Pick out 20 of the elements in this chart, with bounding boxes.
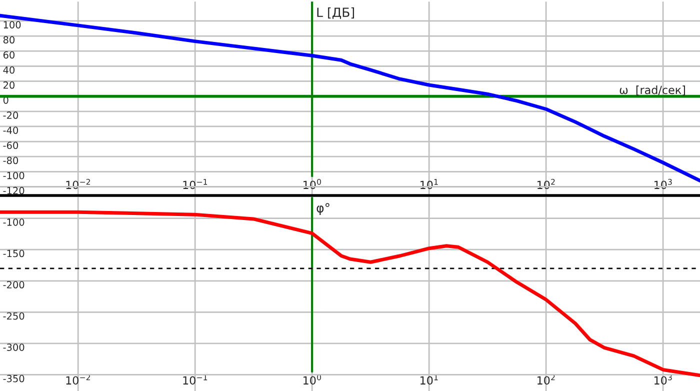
y-tick-label: 60 [3,51,15,59]
y-tick-label: -120 [3,186,24,194]
y-tick-label: -100 [3,172,24,180]
y-tick-label: -200 [3,281,24,288]
y-tick-label: -20 [3,112,18,119]
y-tick-label: 80 [3,36,15,44]
y-tick-label: 20 [3,81,15,89]
y-tick-label: -80 [3,156,18,164]
y-tick-label: -300 [3,344,24,351]
y-tick-label: -150 [3,250,24,258]
y-axis-title: L [ДБ] [317,7,354,19]
y-tick-label: 100 [4,21,21,28]
y-axis-title: φ° [316,203,330,215]
y-tick-label: -60 [3,142,18,150]
y-tick-label: -100 [3,218,24,226]
y-tick-label: -350 [3,374,24,382]
x-axis-title: ω [rad/сек] [620,86,685,96]
y-tick-label: -40 [3,126,18,134]
y-tick-label: -250 [3,312,24,320]
y-tick-label: 40 [3,66,15,74]
